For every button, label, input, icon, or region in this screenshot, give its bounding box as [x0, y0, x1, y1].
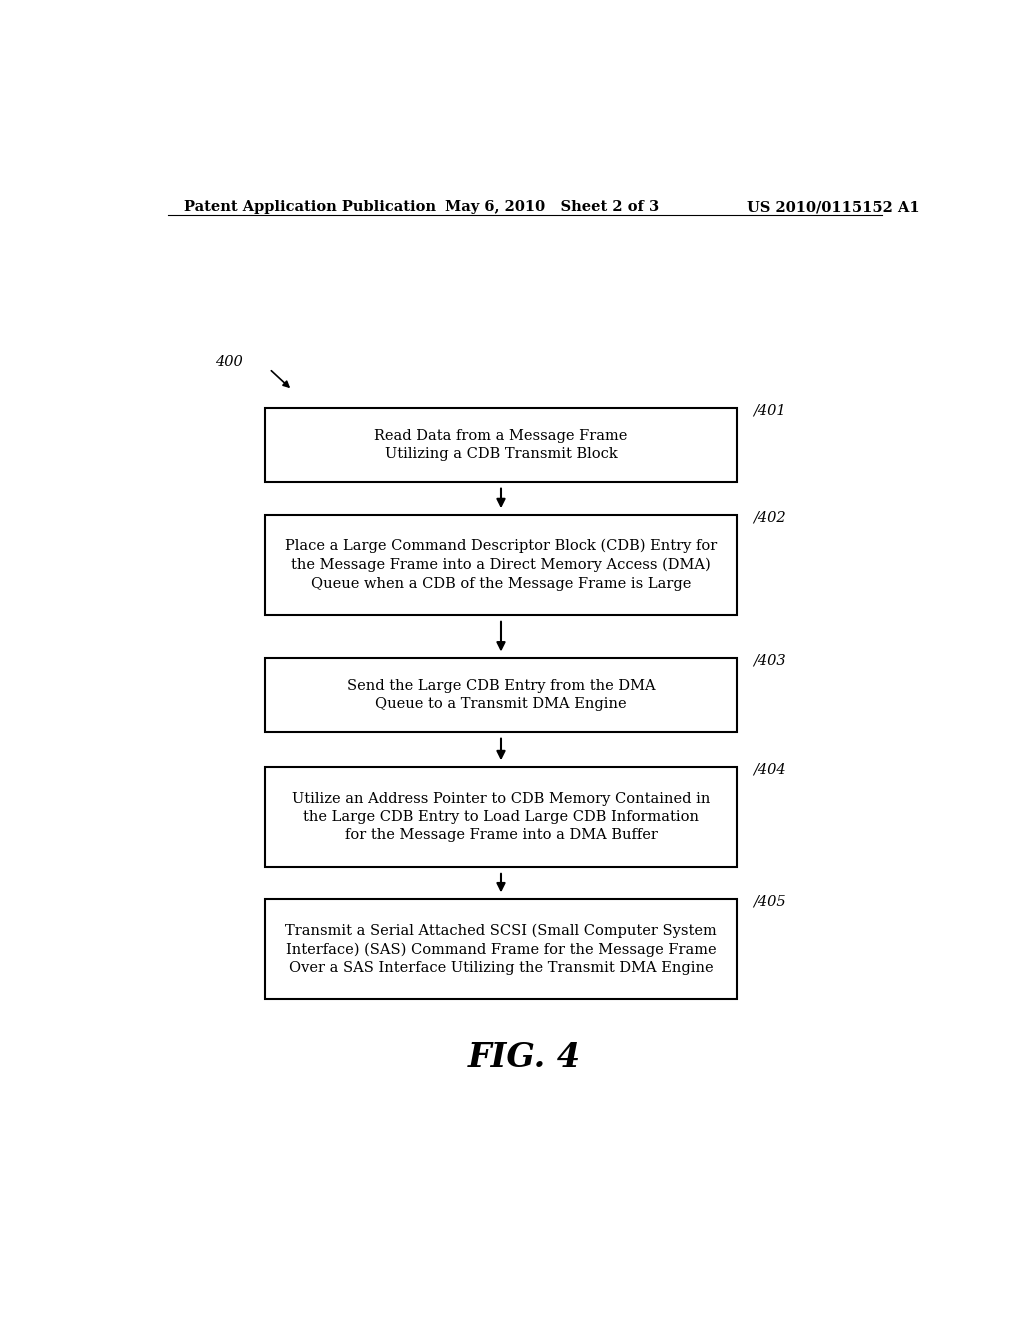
Text: 400: 400 [215, 355, 243, 368]
Text: May 6, 2010   Sheet 2 of 3: May 6, 2010 Sheet 2 of 3 [445, 201, 659, 214]
Text: Send the Large CDB Entry from the DMA
Queue to a Transmit DMA Engine: Send the Large CDB Entry from the DMA Qu… [347, 678, 655, 711]
FancyBboxPatch shape [265, 659, 737, 731]
Text: Transmit a Serial Attached SCSI (Small Computer System
Interface) (SAS) Command : Transmit a Serial Attached SCSI (Small C… [285, 923, 717, 975]
Text: /402: /402 [753, 510, 785, 524]
Text: Utilize an Address Pointer to CDB Memory Contained in
the Large CDB Entry to Loa: Utilize an Address Pointer to CDB Memory… [292, 792, 711, 842]
Text: FIG. 4: FIG. 4 [468, 1041, 582, 1074]
Text: Place a Large Command Descriptor Block (CDB) Entry for
the Message Frame into a : Place a Large Command Descriptor Block (… [285, 539, 717, 591]
FancyBboxPatch shape [265, 767, 737, 867]
Text: Read Data from a Message Frame
Utilizing a CDB Transmit Block: Read Data from a Message Frame Utilizing… [375, 429, 628, 461]
Text: /401: /401 [753, 404, 785, 417]
Text: US 2010/0115152 A1: US 2010/0115152 A1 [748, 201, 920, 214]
FancyBboxPatch shape [265, 899, 737, 999]
Text: /404: /404 [753, 762, 785, 776]
Text: /405: /405 [753, 894, 785, 908]
Text: /403: /403 [753, 653, 785, 668]
Text: Patent Application Publication: Patent Application Publication [183, 201, 435, 214]
FancyBboxPatch shape [265, 515, 737, 615]
FancyBboxPatch shape [265, 408, 737, 482]
